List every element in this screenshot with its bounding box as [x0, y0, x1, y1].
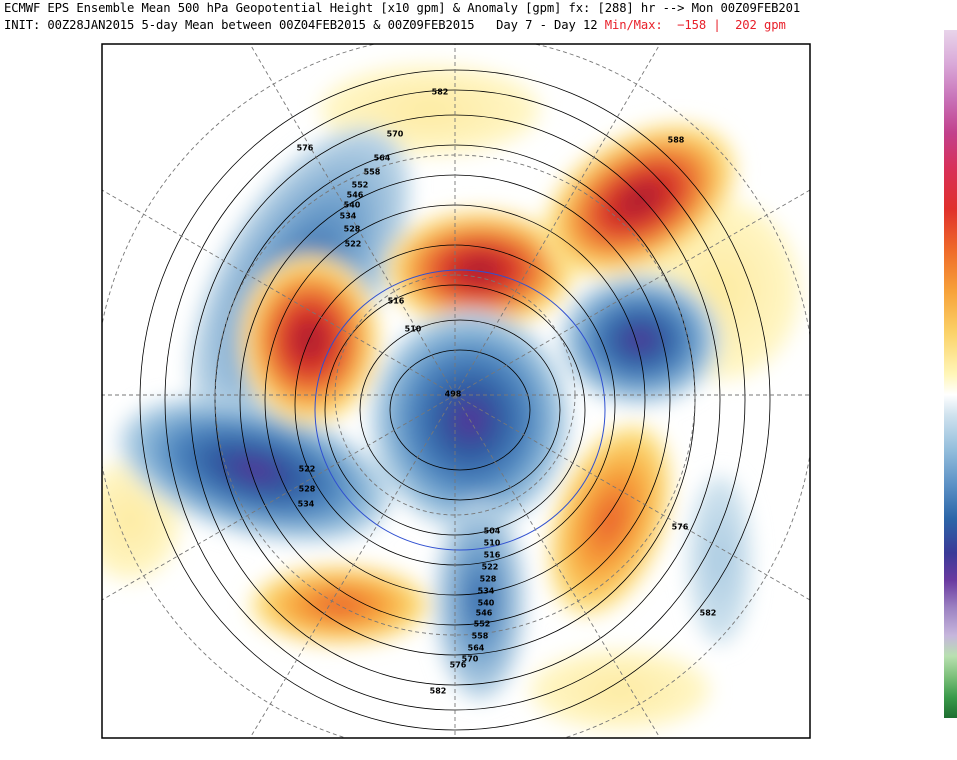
contour-label: 528: [344, 225, 361, 234]
blue-contours: [314, 269, 606, 551]
contour-label: 552: [474, 620, 491, 629]
contour-label: 552: [352, 181, 369, 190]
contour-label: 540: [344, 201, 361, 210]
map-frame: [101, 43, 811, 739]
map-area: 5825705645585525465405345285225165104985…: [102, 44, 810, 738]
contour-label: 576: [450, 661, 467, 670]
contour-label: 534: [340, 212, 357, 221]
contour-label: 528: [480, 575, 497, 584]
contour-label: 546: [347, 191, 364, 200]
contour-label: 564: [468, 644, 485, 653]
contour-label: 498: [445, 390, 462, 399]
contour-label: 558: [472, 632, 489, 641]
contour-label: 576: [297, 144, 314, 153]
contour-label: 570: [462, 655, 479, 664]
contour-label: 570: [387, 130, 404, 139]
contour-label: 564: [374, 154, 391, 163]
contour-label: 516: [484, 551, 501, 560]
contour-label: 528: [299, 485, 316, 494]
contour-label: 588: [668, 136, 685, 145]
contour-label: 534: [478, 587, 495, 596]
max-value: 202 gpm: [735, 18, 786, 32]
contour-label: 582: [700, 609, 717, 618]
lat-lon-grid: [102, 44, 810, 738]
min-value: −158: [677, 18, 707, 32]
header-line: INIT: 00Z28JAN2015 5-day Mean between 00…: [4, 18, 786, 32]
contour-label: 546: [476, 609, 493, 618]
contour-label: 558: [364, 168, 381, 177]
colorbar: [944, 30, 957, 718]
contour-label: 522: [299, 465, 316, 474]
contour-label: 540: [478, 599, 495, 608]
contour-label: 522: [345, 240, 362, 249]
contour-label: 522: [482, 563, 499, 572]
contour-label: 582: [430, 687, 447, 696]
contour-label: 582: [432, 88, 449, 97]
contour-label: 504: [484, 527, 501, 536]
contour-label: 510: [484, 539, 501, 548]
contour-label: 510: [405, 325, 422, 334]
contour-label: 534: [298, 500, 315, 509]
minmax-label: Min/Max:: [604, 18, 663, 32]
contour-label: 516: [388, 297, 405, 306]
contour-label: 576: [672, 523, 689, 532]
header-line: ECMWF EPS Ensemble Mean 500 hPa Geopoten…: [4, 1, 801, 15]
header-init: INIT: 00Z28JAN2015 5-day Mean between 00…: [4, 18, 598, 32]
